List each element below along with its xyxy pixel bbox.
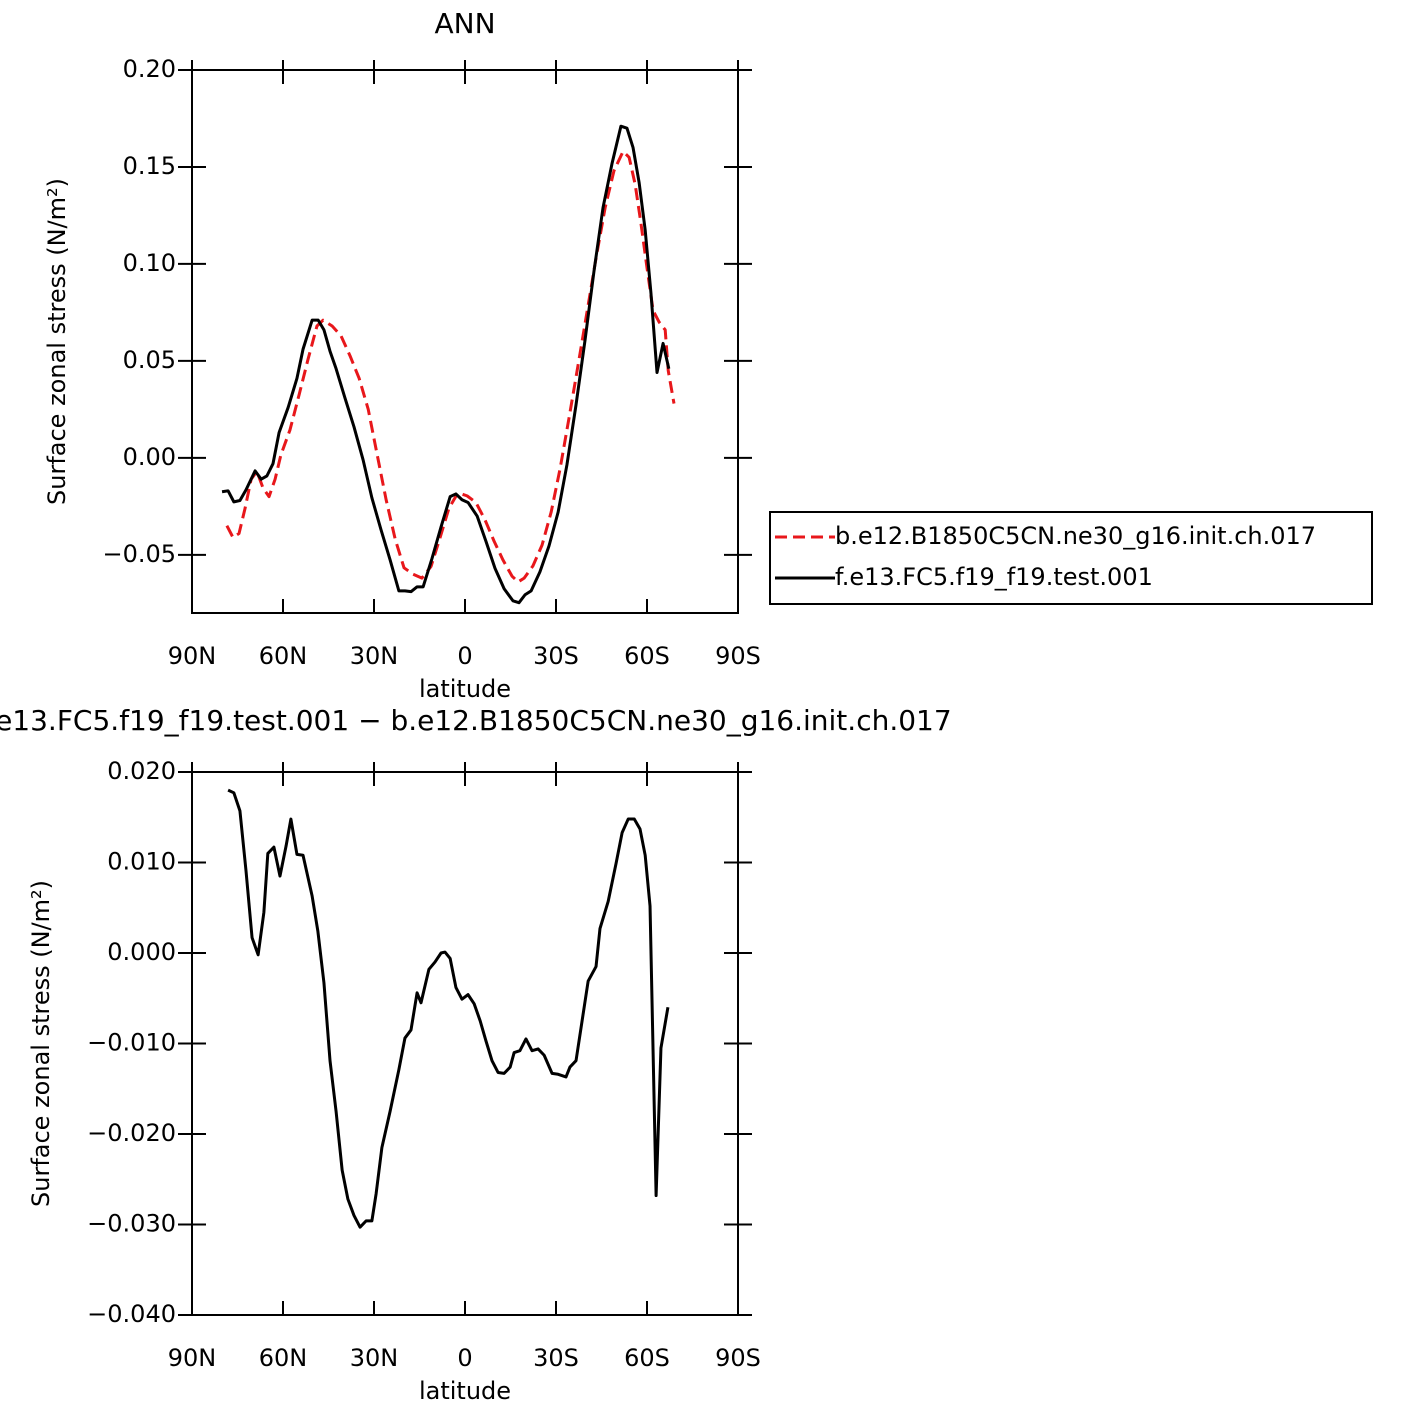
plot-frame [191,69,739,614]
y-tick-label: −0.030 [87,1210,176,1238]
y-tick-label: −0.020 [87,1119,176,1147]
x-tick-label: 30N [350,642,399,670]
y-tick-label: 0.05 [123,346,176,374]
x-tick-label: 30S [533,642,579,670]
plot-frame [191,771,739,1316]
series-line [225,149,676,584]
y-tick-label: 0.020 [107,757,176,785]
x-tick-label: 0 [457,1344,472,1372]
legend-label: b.e12.B1850C5CN.ne30_g16.init.ch.017 [835,522,1316,550]
legend-box [769,511,1373,605]
y-tick-label: 0.10 [123,249,176,277]
y-tick-label: −0.040 [87,1300,176,1328]
x-tick-label: 60S [624,1344,670,1372]
y-axis-label: Surface zonal stress (N/m²) [27,880,55,1207]
x-tick-label: 30S [533,1344,579,1372]
x-tick-label: 90S [715,642,761,670]
x-axis-label: latitude [419,1377,511,1405]
series-line [221,124,671,605]
chart-title: ANN [434,7,495,40]
legend: b.e12.B1850C5CN.ne30_g16.init.ch.017 f.e1… [769,511,1373,605]
x-tick-label: 90N [168,1344,217,1372]
x-tick-label: 90S [715,1344,761,1372]
x-tick-label: 30N [350,1344,399,1372]
legend-label: f.e13.FC5.f19_f19.test.001 [835,563,1153,591]
x-tick-label: 90N [168,642,217,670]
chart-title: f.e13.FC5.f19_f19.test.001 − b.e12.B1850… [0,704,952,737]
y-tick-label: 0.010 [107,848,176,876]
x-tick-label: 0 [457,642,472,670]
y-tick-label: 0.15 [123,152,176,180]
x-axis-label: latitude [419,675,511,703]
y-tick-label: 0.00 [123,443,176,471]
x-tick-label: 60N [259,1344,308,1372]
y-tick-label: 0.20 [123,55,176,83]
y-axis-label: Surface zonal stress (N/m²) [43,178,71,505]
x-tick-label: 60S [624,642,670,670]
x-tick-label: 60N [259,642,308,670]
series-line [227,788,670,1229]
y-tick-label: 0.000 [107,938,176,966]
y-tick-label: −0.05 [102,540,176,568]
y-tick-label: −0.010 [87,1029,176,1057]
